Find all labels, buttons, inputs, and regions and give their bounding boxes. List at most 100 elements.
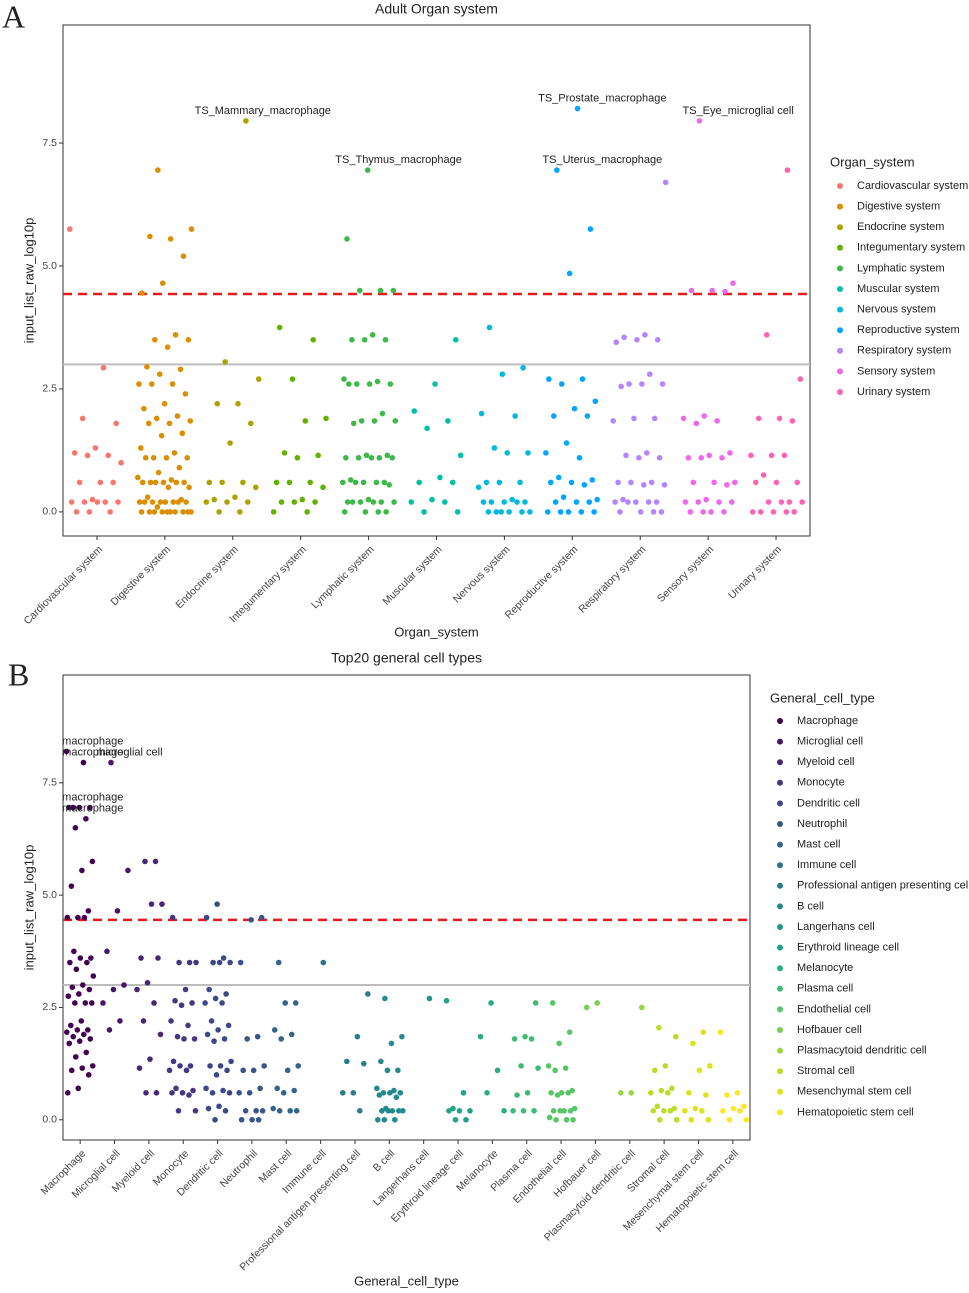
- data-point: [147, 1056, 153, 1062]
- data-point: [144, 494, 151, 500]
- data-point: [90, 973, 97, 979]
- data-point: [228, 1058, 234, 1065]
- data-point: [546, 376, 552, 382]
- data-point: [741, 1103, 747, 1110]
- data-point: [274, 1085, 281, 1092]
- data-point: [155, 469, 162, 476]
- data-point: [340, 1090, 346, 1096]
- data-point: [668, 1085, 675, 1092]
- data-point: [227, 959, 233, 966]
- legend-label: Plasma cell: [797, 983, 853, 995]
- data-point: [158, 432, 165, 439]
- data-point: [178, 1002, 185, 1009]
- legend-swatch: [777, 738, 783, 745]
- data-point: [87, 1036, 94, 1042]
- data-point: [784, 167, 791, 173]
- data-point: [662, 1063, 669, 1069]
- data-point: [142, 858, 148, 865]
- data-point: [186, 484, 192, 491]
- legend-label: Immune cell: [797, 859, 856, 871]
- data-point: [488, 499, 495, 505]
- data-point: [719, 455, 725, 461]
- data-point: [304, 509, 310, 515]
- data-point: [115, 499, 121, 505]
- data-point: [519, 509, 525, 515]
- data-point: [688, 287, 695, 294]
- data-point: [280, 1090, 287, 1096]
- data-point: [204, 1031, 211, 1038]
- data-point: [172, 332, 179, 338]
- data-point: [63, 748, 70, 755]
- data-point: [673, 1033, 679, 1040]
- data-point: [170, 1058, 177, 1065]
- data-point: [149, 381, 155, 387]
- legend-label: Digestive system: [857, 201, 940, 213]
- data-point: [110, 479, 116, 486]
- data-point: [278, 499, 285, 505]
- data-point: [104, 948, 110, 955]
- data-point: [659, 381, 666, 387]
- data-point: [698, 455, 705, 461]
- data-point: [358, 418, 365, 424]
- data-point: [528, 1036, 535, 1042]
- data-point: [181, 1036, 187, 1042]
- data-point: [220, 955, 227, 961]
- data-point: [70, 1033, 77, 1040]
- data-point: [707, 1063, 713, 1069]
- data-point: [562, 1065, 569, 1071]
- data-point: [278, 1036, 285, 1042]
- legend-swatch: [777, 1088, 783, 1095]
- data-point: [71, 450, 78, 456]
- data-point: [174, 413, 181, 419]
- data-point: [186, 959, 193, 966]
- data-point: [97, 479, 104, 486]
- data-point: [374, 378, 381, 385]
- data-point: [68, 1022, 74, 1029]
- legend-label: B cell: [797, 900, 824, 912]
- data-point: [527, 509, 533, 515]
- data-point: [467, 1107, 473, 1114]
- annotation: TS_Eye_microglial cell: [683, 105, 794, 117]
- data-point: [727, 450, 733, 456]
- data-point: [510, 1107, 516, 1114]
- legend-label: Lymphatic system: [857, 262, 945, 274]
- x-tick-label: Respiratory system: [576, 543, 648, 615]
- data-point: [385, 1107, 392, 1114]
- data-point: [621, 334, 627, 341]
- data-point: [613, 339, 620, 346]
- legend-swatch: [777, 841, 783, 848]
- legend-swatch: [837, 368, 843, 375]
- data-point: [535, 1065, 541, 1071]
- legend-swatch: [837, 286, 843, 292]
- data-point: [168, 477, 175, 483]
- data-point: [375, 509, 382, 515]
- data-point: [395, 1067, 401, 1074]
- data-point: [484, 1090, 490, 1096]
- data-point: [548, 1090, 554, 1096]
- data-point: [690, 479, 697, 486]
- data-point: [717, 1029, 724, 1035]
- data-point: [586, 499, 593, 505]
- data-point: [375, 1116, 381, 1123]
- data-point: [480, 499, 487, 505]
- data-point: [175, 1107, 182, 1114]
- data-point: [637, 509, 644, 515]
- data-point: [270, 1105, 277, 1112]
- data-point: [151, 509, 158, 515]
- data-point: [346, 381, 352, 387]
- data-point: [560, 494, 567, 500]
- data-point: [232, 494, 238, 500]
- data-point: [545, 1063, 552, 1069]
- plot-panel: [62, 24, 811, 537]
- data-point: [155, 955, 161, 961]
- data-point: [566, 1029, 573, 1035]
- data-point: [532, 1000, 539, 1006]
- data-point: [216, 1103, 222, 1110]
- data-point: [791, 509, 798, 515]
- data-point: [152, 479, 159, 486]
- data-point: [161, 400, 168, 407]
- data-point: [478, 410, 485, 417]
- data-point: [643, 450, 650, 456]
- data-point: [236, 1090, 242, 1096]
- data-point: [155, 167, 161, 173]
